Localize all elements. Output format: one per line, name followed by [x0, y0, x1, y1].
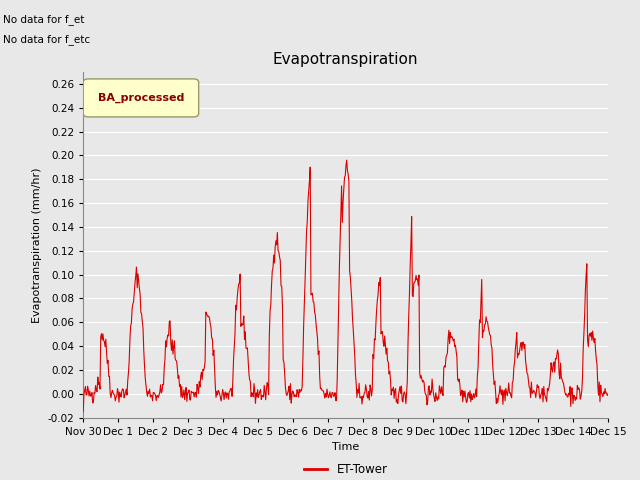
- Text: No data for f_et: No data for f_et: [3, 14, 84, 25]
- FancyBboxPatch shape: [83, 79, 198, 117]
- Text: No data for f_etc: No data for f_etc: [3, 34, 90, 45]
- Y-axis label: Evapotranspiration (mm/hr): Evapotranspiration (mm/hr): [32, 167, 42, 323]
- Text: BA_processed: BA_processed: [98, 93, 184, 103]
- Title: Evapotranspiration: Evapotranspiration: [273, 52, 419, 67]
- X-axis label: Time: Time: [332, 442, 359, 452]
- Legend: ET-Tower: ET-Tower: [299, 458, 392, 480]
